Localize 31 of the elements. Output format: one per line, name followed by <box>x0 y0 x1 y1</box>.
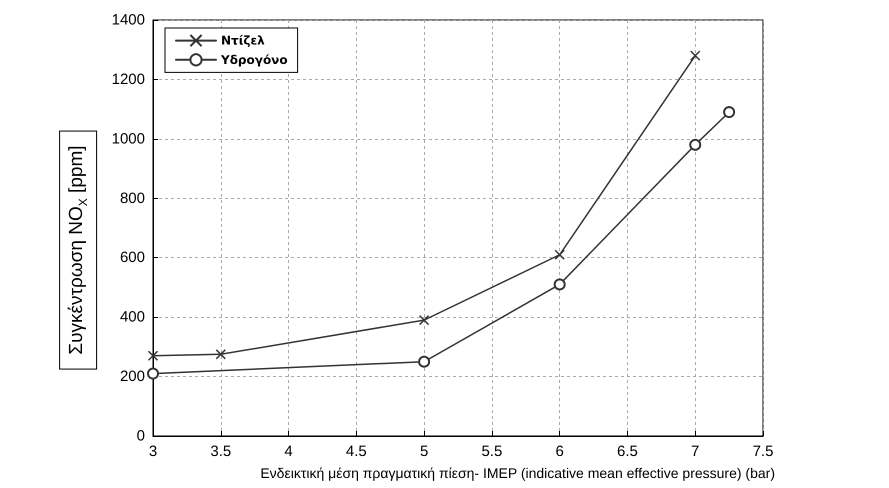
x-tick-label: 7.5 <box>752 443 774 460</box>
point <box>690 50 700 61</box>
y-tick-label: 600 <box>120 249 145 266</box>
x-tick-label: 3 <box>148 443 158 460</box>
point <box>689 138 702 151</box>
x-tick-label: 5.5 <box>481 443 502 460</box>
legend-label: Υδρογόνο <box>220 52 288 67</box>
y-tick-label: 1200 <box>112 70 145 88</box>
y-tick-label: 200 <box>120 368 145 386</box>
y-tick-label: 0 <box>136 428 145 444</box>
point <box>148 350 158 362</box>
x-tick-label: 7 <box>691 443 700 460</box>
y-tick-label: 1400 <box>112 12 145 28</box>
x-tick-label: 4 <box>284 443 293 460</box>
point <box>554 249 565 260</box>
x-axis-title: Ενδεικτική μέση πραγματική πίεση- IMEP (indicative mean effective pressure) (bar) <box>260 465 775 481</box>
x-tick-label: 3.5 <box>210 443 232 460</box>
point <box>418 356 430 368</box>
x-tick-label: 5 <box>420 443 428 460</box>
point <box>723 106 736 118</box>
point <box>216 349 226 360</box>
x-tick-label: 6 <box>555 443 564 460</box>
x-tick-label: 6.5 <box>617 443 638 460</box>
legend-label: Ντίζελ <box>221 34 266 48</box>
x-tick-label: 4.5 <box>346 443 367 460</box>
point <box>554 278 566 290</box>
y-tick-label: 400 <box>120 308 145 326</box>
y-tick-label: 800 <box>120 190 145 207</box>
y-tick-label: 1000 <box>112 130 145 148</box>
point <box>147 368 159 380</box>
point <box>418 314 430 326</box>
